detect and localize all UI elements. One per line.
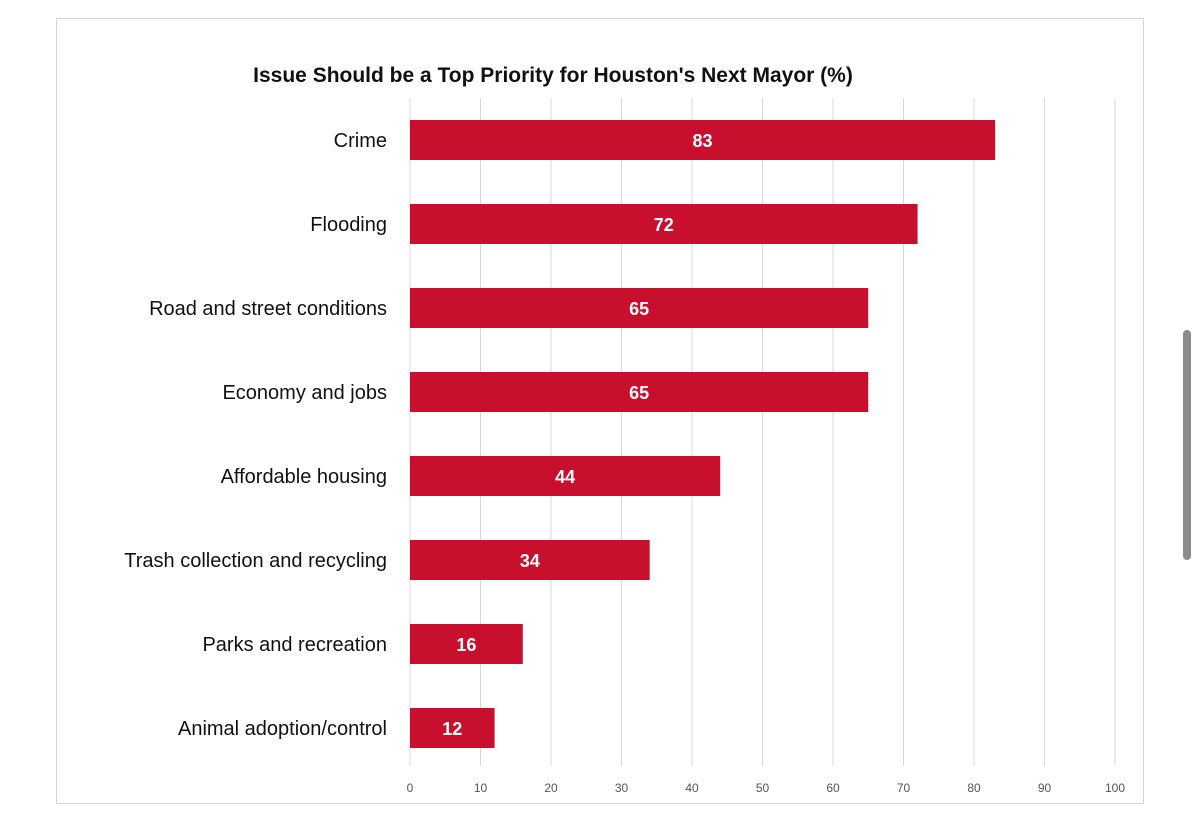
x-tick-label: 50 xyxy=(756,781,770,795)
bar-value-label: 83 xyxy=(693,131,713,151)
x-tick-label: 90 xyxy=(1038,781,1052,795)
bar xyxy=(410,288,869,328)
bar-value-label: 65 xyxy=(629,299,649,319)
bar-value-label: 12 xyxy=(442,719,462,739)
x-tick-label: 20 xyxy=(544,781,558,795)
bar-value-label: 65 xyxy=(629,383,649,403)
x-tick-label: 70 xyxy=(897,781,911,795)
x-tick-label: 60 xyxy=(826,781,840,795)
x-tick-label: 40 xyxy=(685,781,699,795)
bar-value-label: 72 xyxy=(654,215,674,235)
chart-title: Issue Should be a Top Priority for Houst… xyxy=(253,64,853,87)
bar xyxy=(410,204,918,244)
category-label: Parks and recreation xyxy=(202,634,387,656)
category-label: Road and street conditions xyxy=(149,298,387,320)
bar xyxy=(410,456,721,496)
bar xyxy=(410,540,650,580)
bar xyxy=(410,708,495,748)
x-tick-label: 10 xyxy=(474,781,488,795)
category-label: Trash collection and recycling xyxy=(124,550,387,572)
bar xyxy=(410,372,869,412)
x-tick-label: 30 xyxy=(615,781,629,795)
x-tick-label: 0 xyxy=(407,781,414,795)
x-axis-ticks: 0 10 20 30 40 50 60 70 80 90 100 xyxy=(407,781,1126,795)
category-label: Crime xyxy=(334,130,387,152)
bar xyxy=(410,624,523,664)
vertical-scrollbar[interactable] xyxy=(1183,330,1191,560)
bar-value-label: 16 xyxy=(456,635,476,655)
x-tick-label: 80 xyxy=(967,781,981,795)
bar xyxy=(410,120,996,160)
bar-value-label: 44 xyxy=(555,467,575,487)
x-tick-label: 100 xyxy=(1105,781,1125,795)
category-labels: Crime Flooding Road and street conditions E… xyxy=(124,130,387,740)
category-label: Economy and jobs xyxy=(222,382,387,404)
bar-value-label: 34 xyxy=(520,551,540,571)
category-label: Affordable housing xyxy=(221,466,387,488)
data-labels: 83 72 65 65 44 34 16 12 xyxy=(442,131,712,739)
bars xyxy=(410,120,996,748)
category-label: Animal adoption/control xyxy=(178,718,387,740)
category-label: Flooding xyxy=(310,214,387,236)
gridlines xyxy=(409,98,1116,766)
